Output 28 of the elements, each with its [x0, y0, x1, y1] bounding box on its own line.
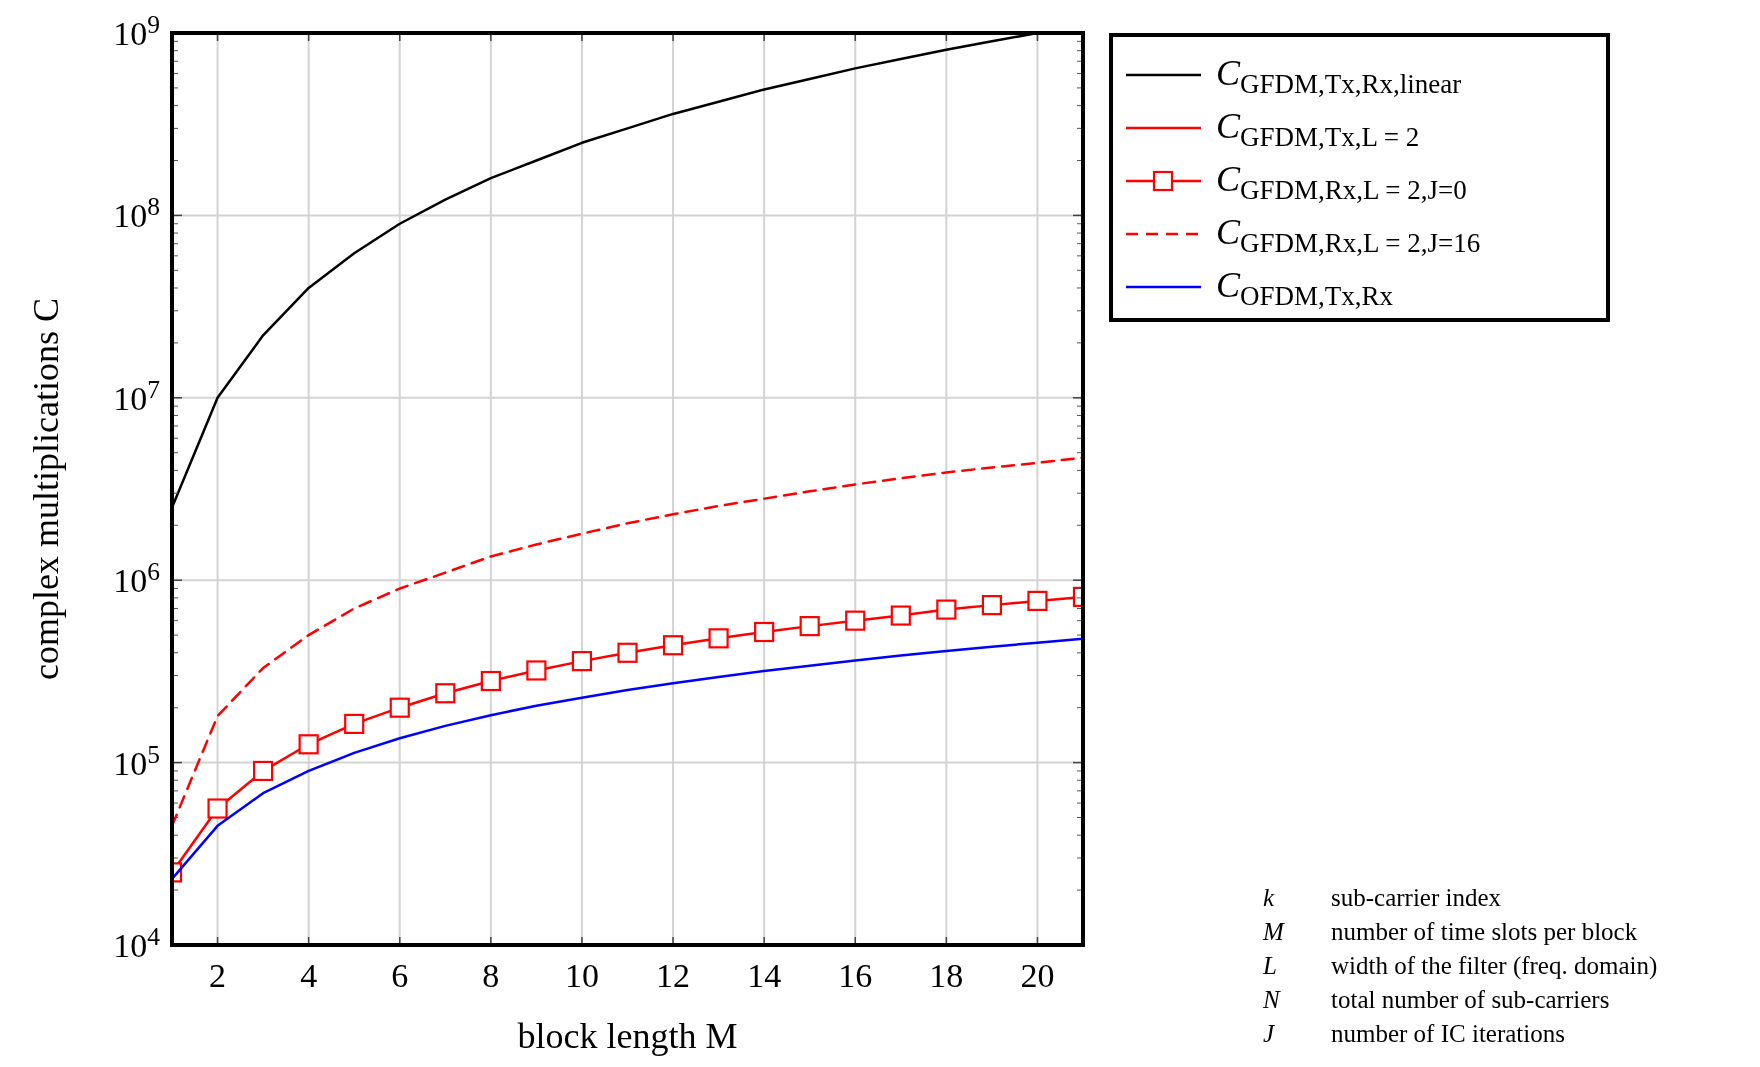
x-tick-label: 10	[564, 957, 599, 994]
x-tick-label: 2	[209, 957, 227, 994]
legend-label: C$_{GFDM,Tx,L = 2}$	[1216, 106, 1420, 153]
text: M number of time slots per block	[1263, 918, 1638, 945]
y-tick-label: 10$^{4}$	[113, 922, 161, 964]
x-tick-label: 8	[482, 957, 500, 994]
x-tick-label: 20	[1020, 957, 1055, 994]
x-tick-label: 16	[838, 957, 873, 994]
legend-label: C$_{OFDM,Tx,Rx}$	[1216, 265, 1394, 312]
x-tick-label: 14	[747, 957, 782, 994]
x-axis-title: block length M	[517, 1016, 738, 1056]
x-tick-label: 6	[391, 957, 409, 994]
text: N total number of sub-carriers	[1263, 986, 1610, 1013]
y-tick-label: 10$^{9}$	[113, 10, 160, 52]
text: J number of IC iterations	[1263, 1020, 1565, 1047]
text: k sub-carrier index	[1263, 884, 1502, 911]
y-tick-label: 10$^{6}$	[113, 557, 160, 600]
legend-label: C$_{GFDM,Rx,L = 2,J=16}$	[1216, 212, 1481, 259]
y-tick-label: 10$^{7}$	[113, 375, 161, 417]
legend-label: C$_{GFDM,Rx,L = 2,J=0}$	[1216, 159, 1467, 206]
x-tick-label: 18	[929, 957, 964, 994]
y-tick-label: 10$^{8}$	[113, 192, 160, 235]
x-tick-label: 12	[656, 957, 691, 994]
text: L width of the filter (freq. domain)	[1263, 952, 1658, 979]
x-tick-label: 4	[300, 957, 318, 994]
legend-label: C$_{GFDM,Tx,Rx,linear}$	[1216, 53, 1462, 100]
y-axis-title: complex multiplications C	[26, 298, 66, 680]
y-tick-label: 10$^{5}$	[113, 739, 160, 782]
